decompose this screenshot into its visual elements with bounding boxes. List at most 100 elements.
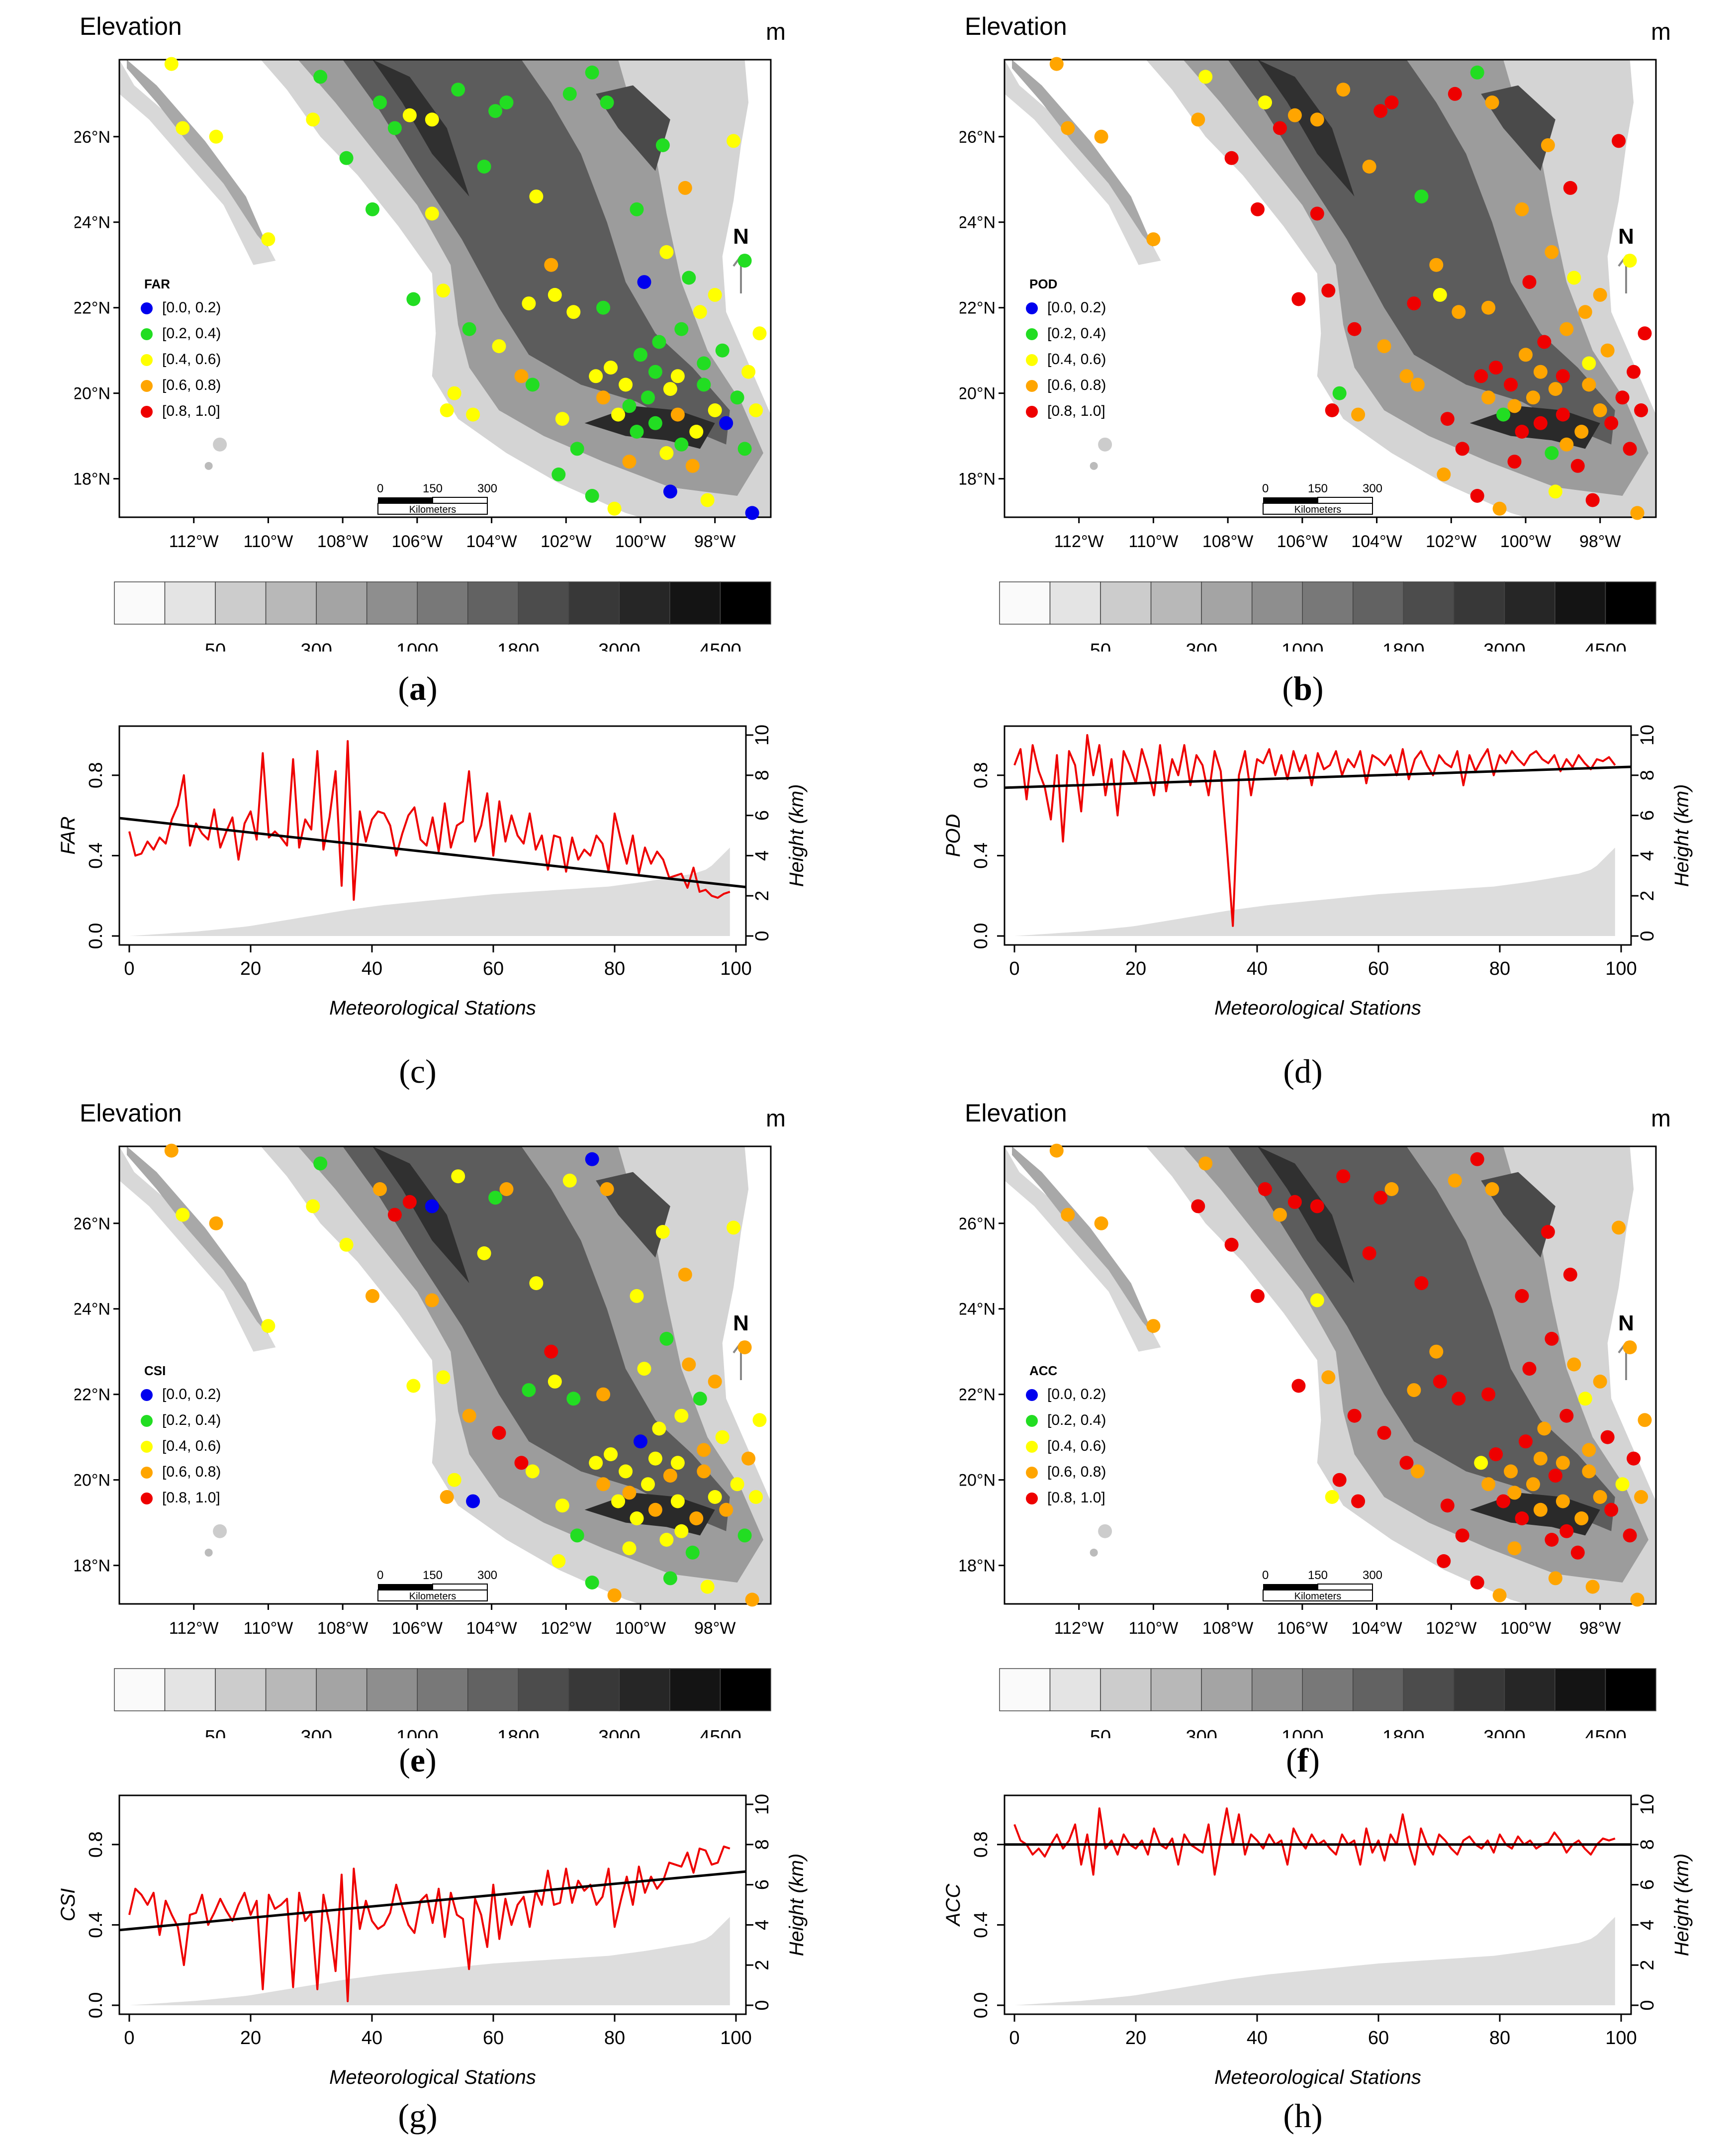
- station-marker: [1526, 1477, 1540, 1492]
- scale-mid: 150: [423, 482, 443, 495]
- island: [1090, 462, 1098, 470]
- station-marker: [604, 361, 618, 375]
- station-marker: [682, 1357, 696, 1372]
- station-marker: [1615, 1477, 1630, 1492]
- station-marker: [737, 442, 752, 456]
- legend-marker: [141, 328, 153, 340]
- station-marker: [387, 1208, 402, 1222]
- legend-marker: [1026, 328, 1038, 340]
- colorbar-label: 4500: [699, 640, 741, 652]
- station-marker: [525, 1464, 540, 1479]
- legend-marker: [1026, 302, 1038, 314]
- scale-bar-dark: [1263, 497, 1318, 503]
- station-marker: [1515, 202, 1529, 216]
- scale-zero: 0: [1262, 1569, 1269, 1582]
- station-marker: [1470, 489, 1484, 503]
- lon-tick-label: 108°W: [317, 1619, 368, 1638]
- station-marker: [514, 1456, 529, 1470]
- station-marker: [261, 232, 275, 247]
- station-marker: [566, 305, 581, 319]
- station-marker: [562, 87, 577, 101]
- lon-tick-label: 98°W: [694, 532, 736, 551]
- y2-tick-label: 10: [1637, 725, 1658, 746]
- colorbar-cell: [215, 1668, 267, 1711]
- colorbar-cell: [568, 1668, 620, 1711]
- lon-tick-label: 106°W: [392, 532, 443, 551]
- station-marker: [1351, 407, 1366, 422]
- scale-max: 300: [1363, 1569, 1382, 1582]
- station-marker: [1146, 232, 1161, 247]
- x-tick-label: 40: [362, 958, 382, 979]
- colorbar-label: 1000: [396, 1727, 439, 1738]
- lat-tick-label: 20°N: [960, 384, 996, 403]
- legend-marker: [141, 1493, 153, 1504]
- legend-marker: [1026, 406, 1038, 418]
- lat-tick-label: 26°N: [75, 1214, 110, 1233]
- legend-marker: [1026, 1467, 1038, 1479]
- station-marker: [689, 1511, 704, 1525]
- y2-tick-label: 8: [752, 770, 773, 780]
- station-marker: [1604, 416, 1619, 430]
- station-marker: [648, 416, 662, 430]
- lon-tick-label: 104°W: [466, 532, 517, 551]
- legend-label: [0.8, 1.0]: [1047, 403, 1105, 419]
- station-marker: [604, 1447, 618, 1462]
- station-marker: [440, 403, 454, 417]
- station-marker: [1191, 1199, 1205, 1214]
- lon-tick-label: 106°W: [1277, 532, 1328, 551]
- colorbar-cell: [467, 1668, 519, 1711]
- station-marker: [663, 1469, 677, 1483]
- baja-peninsula: [119, 1146, 276, 1352]
- lat-tick-label: 26°N: [960, 1214, 996, 1233]
- x-axis-label: Meteorological Stations: [329, 997, 536, 1019]
- colorbar-label: 300: [1186, 1727, 1217, 1738]
- y2-tick-label: 2: [752, 1960, 773, 1970]
- station-marker: [1526, 390, 1540, 405]
- map-terrain: [1005, 60, 1656, 517]
- scale-mid: 150: [423, 1569, 443, 1582]
- station-marker: [607, 1588, 622, 1602]
- station-marker: [1582, 1464, 1596, 1479]
- station-marker: [1410, 377, 1425, 392]
- station-marker: [544, 1344, 558, 1359]
- station-marker: [685, 1545, 700, 1560]
- colorbar-label: 1000: [1281, 1727, 1324, 1738]
- y-tick-label: 0.0: [971, 1992, 992, 2019]
- lat-tick-label: 26°N: [960, 128, 996, 147]
- scale-unit-box: [377, 503, 488, 515]
- caption-c: (c): [399, 1052, 437, 1090]
- colorbar-cell: [164, 1668, 216, 1711]
- station-marker: [1515, 425, 1529, 439]
- station-marker: [1593, 1374, 1607, 1389]
- colorbar-cell: [1251, 581, 1303, 625]
- colorbar-label: 50: [205, 1727, 226, 1738]
- chart-svg: 0 20 40 60 80 100 0.0 0.4 0.8 0 2 4 6 8 10 Meteorologic…: [942, 725, 1693, 1019]
- island: [1098, 437, 1112, 452]
- legend-label: [0.6, 0.8): [1047, 377, 1106, 393]
- station-marker: [1585, 493, 1600, 507]
- y2-tick-label: 2: [1637, 1960, 1658, 1970]
- station-marker: [466, 1494, 480, 1508]
- station-marker: [555, 1498, 569, 1513]
- station-marker: [641, 1477, 655, 1492]
- lon-tick-label: 112°W: [1054, 532, 1104, 551]
- legend-label: [0.4, 0.6): [162, 1438, 221, 1454]
- legend-marker: [141, 380, 153, 392]
- station-marker: [477, 1246, 491, 1260]
- station-marker: [339, 151, 354, 165]
- caption-f: (f): [1286, 1741, 1320, 1779]
- station-marker: [685, 459, 700, 473]
- station-marker: [1570, 459, 1585, 473]
- colorbar-cell: [1605, 581, 1656, 625]
- colorbar-label: 4500: [1584, 640, 1627, 652]
- station-marker: [1258, 95, 1272, 109]
- y2-tick-label: 2: [752, 891, 773, 901]
- station-marker: [1485, 1182, 1499, 1196]
- caption-b: (b): [1282, 669, 1324, 707]
- station-marker: [589, 1456, 603, 1470]
- station-marker: [425, 1293, 439, 1307]
- x-tick-label: 100: [720, 958, 751, 979]
- station-marker: [659, 1331, 674, 1346]
- colorbar-cell: [1302, 1668, 1354, 1711]
- station-marker: [596, 300, 611, 315]
